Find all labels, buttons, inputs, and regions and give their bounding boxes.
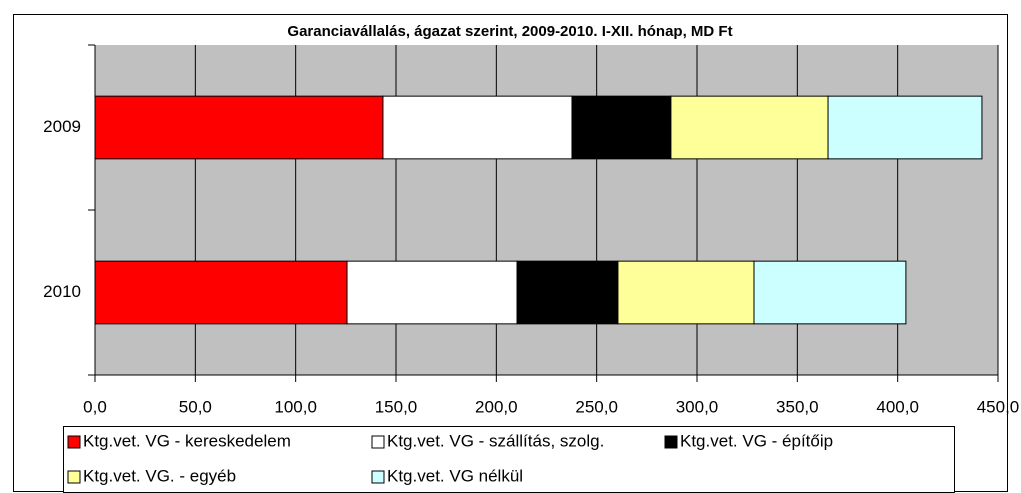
y-tick-label: 2009 [43, 117, 81, 136]
x-tick-label: 0,0 [83, 397, 107, 416]
x-tick-label: 450,0 [977, 397, 1020, 416]
bar-segment [617, 260, 755, 325]
legend-label: Ktg.vet. VG nélkül [387, 466, 523, 485]
y-tick-label: 2010 [43, 282, 81, 301]
legend-swatch [371, 470, 385, 484]
x-tick-label: 150,0 [375, 397, 418, 416]
x-tick-label: 300,0 [676, 397, 719, 416]
x-tick-label: 350,0 [776, 397, 819, 416]
bar-segment [346, 260, 518, 325]
bar-segment [516, 260, 619, 325]
chart-title: Garanciavállalás, ágazat szerint, 2009-2… [287, 23, 732, 40]
bar-segment [827, 95, 983, 160]
legend-label: Ktg.vet. VG - építőip [680, 431, 833, 450]
x-tick-label: 250,0 [575, 397, 618, 416]
bar-segment [571, 95, 672, 160]
x-tick-label: 400,0 [876, 397, 919, 416]
legend-label: Ktg.vet. VG - kereskedelem [83, 431, 291, 450]
bar-segment [94, 260, 348, 325]
x-tick-label: 100,0 [274, 397, 317, 416]
bar-segment [670, 95, 829, 160]
legend-swatch [664, 435, 678, 449]
bar-segment [753, 260, 907, 325]
legend-label: Ktg.vet. VG. - egyéb [83, 466, 236, 485]
x-tick-label: 50,0 [179, 397, 212, 416]
bar-segment [94, 95, 384, 160]
x-tick-label: 200,0 [475, 397, 518, 416]
bar-segment [382, 95, 573, 160]
legend-label: Ktg.vet. VG - szállítás, szolg. [387, 431, 604, 450]
plot-area [95, 45, 998, 375]
legend [63, 426, 955, 493]
legend-swatch [67, 435, 81, 449]
legend-swatch [371, 435, 385, 449]
legend-swatch [67, 470, 81, 484]
